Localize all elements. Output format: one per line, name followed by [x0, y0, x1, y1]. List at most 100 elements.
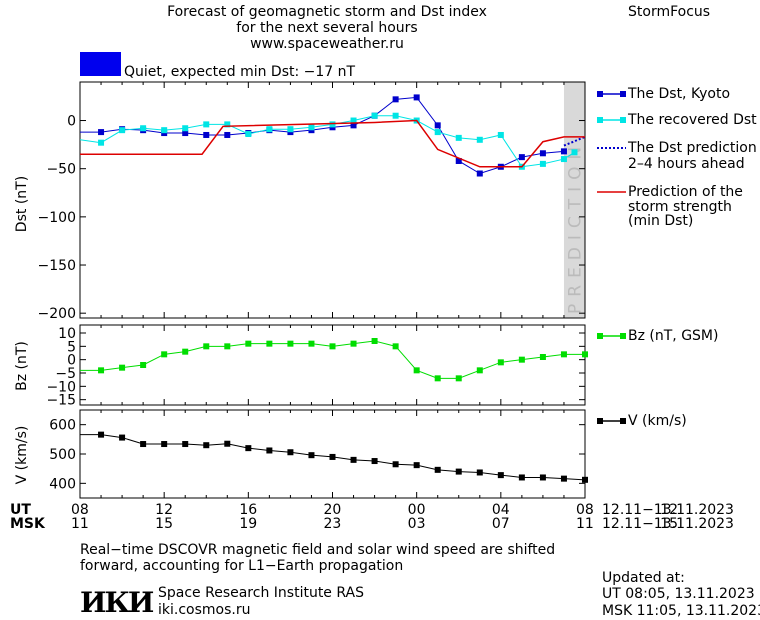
- dst-panel: PREDICTION 0 −50 −100 −150 −200: [38, 81, 586, 322]
- y-tick-label: 10: [58, 326, 76, 342]
- brand-label: StormFocus: [628, 4, 711, 20]
- data-point: [308, 452, 315, 459]
- data-point: [203, 442, 210, 449]
- legend-v: V (km/s): [628, 413, 687, 429]
- data-point: [203, 343, 210, 350]
- y-tick-label: 500: [49, 447, 76, 463]
- data-point: [98, 431, 105, 438]
- ut-label: UT: [10, 502, 31, 518]
- data-point: [245, 131, 252, 138]
- data-point: [476, 170, 483, 177]
- data-point: [476, 136, 483, 143]
- data-point: [245, 340, 252, 347]
- ut-tick-label: 16: [239, 502, 258, 518]
- data-point: [560, 351, 567, 358]
- data-point: [224, 131, 231, 138]
- msk-date-range: 12.11−13.11.2023: [602, 516, 734, 532]
- legend-dst-kyoto: The Dst, Kyoto: [628, 86, 731, 102]
- site-url[interactable]: www.spaceweather.ru: [250, 36, 404, 52]
- data-point: [539, 150, 546, 157]
- prediction-band: [563, 82, 585, 318]
- data-point: [119, 434, 126, 441]
- data-point: [98, 139, 105, 146]
- y-tick-label: 400: [49, 476, 76, 492]
- chart-title-line1: Forecast of geomagnetic storm and Dst in…: [167, 4, 487, 20]
- data-point: [182, 125, 189, 132]
- legend-storm-2: storm strength: [628, 199, 732, 215]
- data-point: [350, 117, 357, 124]
- data-point: [434, 375, 441, 382]
- data-point: [98, 367, 105, 374]
- data-point: [434, 122, 441, 129]
- legend-dst-pred-1: The Dst prediction: [628, 140, 757, 156]
- legend-swatch-marker: [597, 117, 603, 123]
- data-point: [266, 126, 273, 133]
- v-panel: 600 500 400: [49, 409, 588, 499]
- data-point: [392, 112, 399, 119]
- legend-storm-1: Prediction of the: [628, 184, 743, 200]
- data-point: [497, 472, 504, 479]
- data-point: [350, 340, 357, 347]
- data-point: [140, 362, 147, 368]
- data-point: [329, 453, 336, 460]
- data-point: [182, 130, 189, 137]
- series-line: [80, 96, 565, 175]
- y-tick-label: 0: [67, 353, 76, 369]
- status-indicator: [80, 52, 121, 76]
- data-point: [518, 154, 525, 161]
- panel-frame: [79, 324, 586, 406]
- data-point: [392, 461, 399, 468]
- data-point: [119, 364, 126, 371]
- dst-ylabel: Dst (nT): [14, 175, 30, 233]
- data-point: [224, 440, 231, 447]
- y-tick-label: −100: [38, 210, 76, 226]
- msk-tick-label: 07: [491, 516, 510, 532]
- data-point: [455, 375, 462, 382]
- data-point: [560, 156, 567, 163]
- legend-swatch-marker: [597, 333, 603, 339]
- legend-swatch-marker: [597, 418, 603, 424]
- legend-storm-3: (min Dst): [628, 213, 694, 229]
- y-tick-label: −10: [46, 379, 76, 395]
- data-point: [371, 338, 378, 344]
- prediction-label: PREDICTION: [565, 140, 585, 314]
- updated-label: Updated at:: [602, 570, 685, 586]
- y-tick-label: 600: [49, 418, 76, 434]
- data-point: [392, 343, 399, 350]
- data-point: [350, 122, 357, 129]
- data-point: [434, 466, 441, 473]
- institute-site[interactable]: iki.cosmos.ru: [158, 602, 251, 618]
- data-point: [266, 340, 273, 347]
- legend-bz: Bz (nT, GSM): [628, 328, 719, 344]
- data-point: [582, 476, 588, 483]
- panel-frame: [79, 81, 586, 319]
- ut-tick-label: 12: [155, 502, 173, 518]
- legend-marks: [597, 91, 626, 424]
- msk-tick-label: 11: [576, 516, 594, 532]
- msk-tick-label: 03: [407, 516, 426, 532]
- bz-ylabel: Bz (nT): [14, 341, 30, 391]
- y-tick-label: 0: [67, 114, 76, 130]
- data-point: [203, 131, 210, 138]
- data-point: [518, 356, 525, 363]
- legend-dst-recovered: The recovered Dst: [628, 112, 757, 128]
- v-ylabel: V (km/s): [14, 425, 30, 485]
- data-point: [161, 127, 168, 134]
- data-point: [392, 96, 399, 103]
- data-point: [455, 157, 462, 164]
- y-tick-label: −15: [46, 393, 76, 409]
- data-point: [434, 129, 441, 136]
- data-point: [329, 343, 336, 350]
- y-tick-label: −50: [46, 162, 76, 178]
- data-point: [140, 441, 147, 448]
- data-point: [413, 94, 420, 101]
- data-point: [413, 462, 420, 469]
- data-point: [371, 458, 378, 465]
- msk-tick-label: 11: [71, 516, 89, 532]
- data-point: [140, 125, 147, 132]
- updated-ut: UT 08:05, 13.11.2023: [602, 586, 755, 602]
- msk-tick-label: 15: [660, 516, 678, 532]
- status-text: Quiet, expected min Dst: −17 nT: [124, 64, 356, 80]
- data-point: [413, 367, 420, 374]
